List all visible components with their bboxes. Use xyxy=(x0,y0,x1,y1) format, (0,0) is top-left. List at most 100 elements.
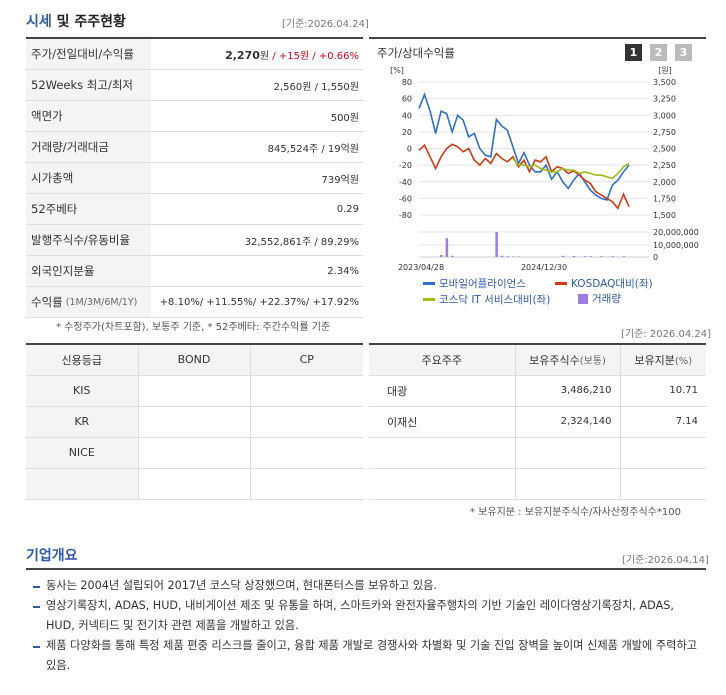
volume-bar xyxy=(500,255,504,257)
sise-label: 액면가 xyxy=(26,101,151,131)
legend-swatch xyxy=(423,282,435,285)
table-row: 이재신 2,324,140 7.14 xyxy=(369,405,706,438)
y2-tick-label: 1,750 xyxy=(653,194,676,203)
volume-bar xyxy=(517,256,520,257)
y2-tick-label: 2,500 xyxy=(653,145,676,154)
sise-row-marketcap: 시가총액 739억원 xyxy=(26,163,363,194)
y-tick-label: 20 xyxy=(402,128,412,137)
overview-item: 제품 다양화를 통해 특정 제품 편중 리스크를 줄이고, 융합 제품 개발로 … xyxy=(26,636,706,676)
sise-value: 500원 xyxy=(330,112,359,124)
y-tick-label: 80 xyxy=(402,78,412,87)
volume-tick-label: 0 xyxy=(653,253,658,262)
legend-kosdaq: KOSDAQ대비(좌) xyxy=(555,276,653,291)
overview-item: 동사는 2004년 설립되어 2017년 코스닥 상장했으며, 현대폰터스를 보… xyxy=(26,576,706,596)
holder-shares: 2,324,140 xyxy=(514,405,621,438)
bond-cell xyxy=(137,436,251,469)
price-rate: / +0.66% xyxy=(309,50,359,62)
cp-cell xyxy=(249,405,363,438)
y2-tick-label: 2,000 xyxy=(653,178,676,187)
credit-agency: KIS xyxy=(26,374,139,407)
y-tick-label: 0 xyxy=(407,145,412,154)
sise-row-price: 주가/전일대비/수익률 2,270원 / +15원 / +0.66% xyxy=(26,39,363,70)
y-tick-label: 40 xyxy=(402,111,412,120)
volume-tick-label: 10,000,000 xyxy=(653,241,699,250)
y-tick-label: -60 xyxy=(399,194,412,203)
overview-list: 동사는 2004년 설립되어 2017년 코스닥 상장했으며, 현대폰터스를 보… xyxy=(26,568,706,676)
volume-bar xyxy=(445,238,449,257)
legend-swatch xyxy=(578,293,588,304)
price-chart: [%] [원] 80 3,500 60 3,250 40 3,000 20 2,750 0 2,500… xyxy=(390,66,699,272)
y-tick-label: -80 xyxy=(399,211,412,220)
x-tick-label: 2023/04/28 xyxy=(398,263,444,272)
bond-cell xyxy=(137,374,251,407)
holder-shares: 3,486,210 xyxy=(514,374,621,407)
right-axis-unit: [원] xyxy=(658,66,672,75)
legend-company: 모바일어플라이언스 xyxy=(423,276,526,291)
y2-tick-label: 1,500 xyxy=(653,211,676,220)
legend-swatch xyxy=(555,282,567,285)
holders-note: * 보유지분 : 보유지분주식수/자사산정주식수*100 xyxy=(470,507,681,518)
volume-bar xyxy=(622,256,625,257)
holder-name: 이재신 xyxy=(369,405,516,438)
sise-value: 739억원 xyxy=(321,174,360,186)
sise-value: 845,524주 / 19억원 xyxy=(267,143,359,155)
sise-title-rest: 및 주주현황 xyxy=(51,14,126,30)
sise-label: 52주베타 xyxy=(26,194,151,224)
holder-header: 보유주식수(보통) xyxy=(514,343,621,376)
sise-value: 2.34% xyxy=(327,265,359,277)
table-row: KIS xyxy=(26,374,363,407)
price-unit: 원 xyxy=(259,50,270,62)
sise-label: 외국인지분율 xyxy=(26,256,151,286)
y2-tick-label: 2,250 xyxy=(653,161,676,170)
legend-label: 코스닥 IT 서비스대비(좌) xyxy=(439,294,551,306)
bond-cell xyxy=(137,405,251,438)
volume-tick-label: 20,000,000 xyxy=(653,228,699,237)
sise-value: 32,552,861주 / 89.29% xyxy=(244,236,359,248)
table-row xyxy=(369,436,706,469)
y-tick-label: -20 xyxy=(399,161,412,170)
x-tick-label: 2024/12/30 xyxy=(521,263,567,272)
y-tick-label: -40 xyxy=(399,178,412,187)
holder-pct: 7.14 xyxy=(619,405,706,438)
holder-header: 주요주주 xyxy=(369,343,516,376)
volume-bar xyxy=(511,256,515,257)
y2-tick-label: 2,750 xyxy=(653,128,676,137)
credit-rating-table: 신용등급 BOND CP KIS KR NICE xyxy=(26,343,363,500)
holder-pct: 10.71 xyxy=(619,374,706,407)
sise-label: 시가총액 xyxy=(26,163,151,193)
volume-bar xyxy=(561,255,565,257)
chart-page-1[interactable]: 1 xyxy=(625,44,642,61)
credit-agency: KR xyxy=(26,405,139,438)
volume-bar xyxy=(440,255,443,257)
legend-it-service: 코스닥 IT 서비스대비(좌) xyxy=(423,292,550,307)
overview-item: 영상기록장치, ADAS, HUD, 내비게이션 제조 및 유통을 하며, 스마… xyxy=(26,596,706,636)
shareholders-table: 주요주주 보유주식수(보통) 보유지분(%) 대광 3,486,210 10.7… xyxy=(369,343,706,500)
holder-name: 대광 xyxy=(369,374,516,407)
y2-tick-label: 3,500 xyxy=(653,78,676,87)
sise-date: [기준:2026.04.24] xyxy=(282,19,369,30)
volume-bar xyxy=(583,256,587,257)
chart-page-2[interactable]: 2 xyxy=(650,44,667,61)
current-price: 2,270 xyxy=(225,48,260,62)
volume-bar xyxy=(495,232,498,257)
left-axis-unit: [%] xyxy=(390,66,404,75)
sise-label: 수익률 (1M/3M/6M/1Y) xyxy=(26,287,151,317)
pct-header-sub: (%) xyxy=(674,355,693,367)
y2-tick-label: 3,250 xyxy=(653,95,676,104)
sise-table: 주가/전일대비/수익률 2,270원 / +15원 / +0.66% 52Wee… xyxy=(26,37,363,318)
series-line-0 xyxy=(418,92,630,201)
table-row: 대광 3,486,210 10.71 xyxy=(369,374,706,407)
overview-title: 기업개요 xyxy=(26,548,78,564)
sise-label: 52Weeks 최고/최저 xyxy=(26,70,151,100)
table-row: KR xyxy=(26,405,363,438)
shares-header-sub: (보통) xyxy=(579,355,606,367)
legend-label: 모바일어플라이언스 xyxy=(439,278,526,290)
sise-row-beta: 52주베타 0.29 xyxy=(26,194,363,225)
chart-page-3[interactable]: 3 xyxy=(675,44,692,61)
sise-row-52w: 52Weeks 최고/최저 2,560원 / 1,550원 xyxy=(26,70,363,101)
sise-row-shares: 발행주식수/유동비율 32,552,861주 / 89.29% xyxy=(26,225,363,256)
cp-cell xyxy=(249,436,363,469)
shares-header: 보유주식수 xyxy=(529,353,580,367)
credit-header: BOND xyxy=(137,343,251,376)
credit-agency: NICE xyxy=(26,436,139,469)
